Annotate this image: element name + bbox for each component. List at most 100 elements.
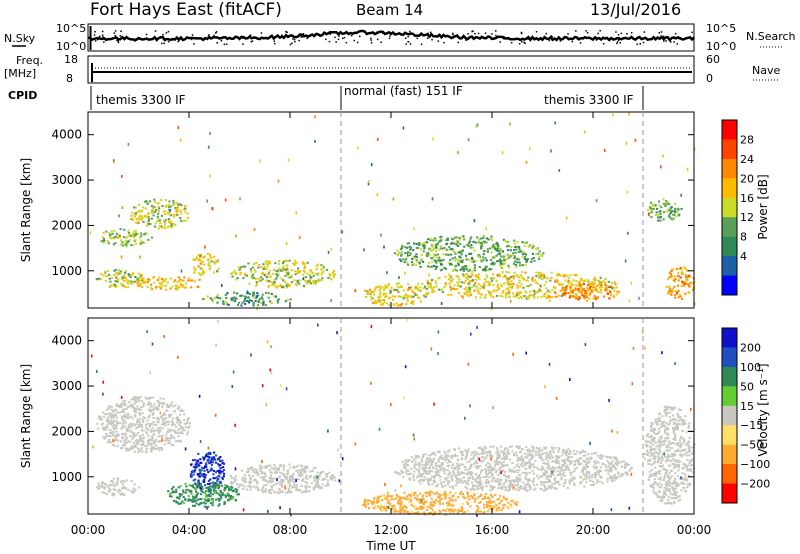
- scatter-point: [519, 456, 522, 459]
- scatter-point: [183, 286, 186, 289]
- scatter-point: [222, 475, 225, 478]
- scatter-point: [160, 285, 163, 288]
- scatter-point: [277, 476, 281, 479]
- scatter-point: [204, 506, 207, 509]
- scatter-point: [407, 252, 411, 255]
- scatter-point: [121, 244, 124, 247]
- scatter-point: [512, 282, 515, 285]
- scatter-point: [197, 492, 200, 495]
- scatter-point: [457, 262, 460, 265]
- scatter-point: [400, 254, 403, 257]
- scatter-point: [265, 465, 268, 467]
- scatter-point: [522, 487, 525, 490]
- scatter-point: [441, 291, 444, 294]
- scatter-point: [542, 473, 545, 476]
- scatter-point: [601, 463, 604, 466]
- scatter-point: [233, 479, 236, 482]
- scatter-point: [271, 477, 274, 480]
- scatter-point: [672, 213, 675, 216]
- scatter-point: [418, 498, 421, 501]
- scatter-point: [153, 281, 156, 284]
- scatter-point: [551, 471, 555, 474]
- noise-point: [440, 302, 443, 305]
- scatter-point: [142, 281, 145, 284]
- scatter-point: [285, 271, 288, 274]
- scatter-point: [282, 479, 285, 482]
- scatter-point: [156, 202, 159, 205]
- scatter-point: [464, 497, 467, 500]
- scatter-point: [116, 280, 119, 283]
- scatter-point: [151, 396, 154, 399]
- scatter-point: [320, 486, 323, 489]
- scatter-point: [167, 225, 170, 228]
- scatter-point: [569, 274, 572, 277]
- nsearch-point: [576, 38, 579, 40]
- scatter-point: [262, 484, 265, 487]
- scatter-point: [538, 447, 541, 450]
- scatter-point: [429, 477, 432, 480]
- scatter-point: [592, 289, 595, 292]
- scatter-point: [396, 502, 400, 505]
- scatter-point: [475, 285, 478, 288]
- scatter-point: [507, 452, 510, 455]
- scatter-point: [513, 260, 517, 263]
- scatter-point: [407, 501, 410, 504]
- scatter-point: [121, 410, 124, 413]
- nsearch-point: [281, 34, 283, 36]
- scatter-point: [461, 481, 464, 484]
- scatter-point: [465, 500, 469, 503]
- scatter-point: [134, 276, 137, 278]
- scatter-point: [398, 295, 401, 298]
- scatter-point: [531, 463, 534, 466]
- scatter-point: [258, 263, 261, 266]
- nsearch-point: [338, 35, 340, 37]
- nsearch-point: [567, 33, 569, 35]
- scatter-point: [502, 504, 505, 507]
- scatter-point: [208, 263, 211, 266]
- scatter-point: [228, 487, 231, 490]
- scatter-point: [386, 302, 389, 305]
- scatter-point: [481, 488, 484, 491]
- scatter-point: [481, 242, 484, 245]
- scatter-point: [483, 296, 486, 299]
- scatter-point: [111, 425, 114, 428]
- scatter-point: [604, 287, 607, 290]
- scatter-point: [519, 285, 522, 288]
- scatter-point: [272, 468, 275, 471]
- scatter-point: [467, 479, 470, 482]
- scatter-point: [451, 477, 454, 480]
- scatter-point: [107, 419, 110, 422]
- scatter-point: [456, 281, 459, 284]
- nsearch-point: [615, 31, 617, 33]
- scatter-point: [419, 512, 423, 515]
- scatter-point: [413, 507, 416, 510]
- scatter-point: [284, 268, 287, 271]
- scatter-point: [114, 437, 117, 440]
- noise-point: [662, 154, 664, 158]
- scatter-point: [379, 495, 382, 498]
- scatter-point: [478, 465, 481, 467]
- scatter-point: [185, 422, 188, 425]
- nsearch-point: [500, 36, 503, 38]
- noise-point: [121, 174, 123, 178]
- scatter-point: [147, 220, 150, 222]
- scatter-point: [570, 461, 573, 464]
- scatter-point: [262, 300, 265, 303]
- scatter-point: [192, 486, 195, 489]
- nsearch-point: [575, 30, 577, 32]
- scatter-point: [194, 268, 197, 271]
- scatter-point: [405, 506, 408, 509]
- scatter-point: [387, 500, 390, 503]
- scatter-point: [268, 488, 272, 491]
- scatter-point: [172, 486, 175, 488]
- noise-point: [565, 216, 568, 220]
- scatter-point: [227, 494, 231, 497]
- nsearch-point: [167, 30, 170, 33]
- scatter-point: [249, 488, 252, 491]
- scatter-point: [173, 281, 176, 283]
- scatter-point: [137, 396, 140, 399]
- scatter-point: [475, 278, 478, 281]
- scatter-point: [176, 288, 179, 291]
- scatter-point: [516, 257, 519, 260]
- noise-point: [533, 292, 536, 296]
